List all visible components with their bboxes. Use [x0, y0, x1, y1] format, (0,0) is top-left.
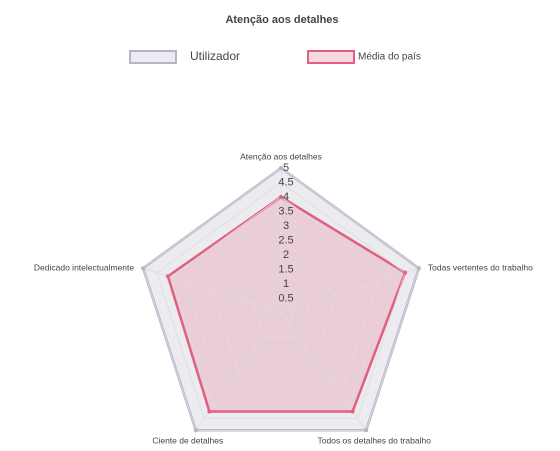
grid-line [183, 211, 379, 396]
grid-line [239, 269, 323, 349]
r-tick-label: 5 [283, 162, 289, 174]
r-tick-label: 4.5 [278, 176, 293, 188]
r-tick-label: 3.5 [278, 205, 293, 217]
grid-line [156, 182, 406, 419]
series-point [141, 266, 146, 271]
axis-label: Dedicado intelectualmente [34, 262, 134, 272]
series-point [350, 409, 355, 414]
r-tick-label: 1.5 [278, 263, 293, 275]
r-tick-label: 1 [283, 278, 289, 290]
legend-swatch [307, 50, 355, 64]
r-tick-label: 4 [283, 191, 289, 203]
series-point [416, 266, 421, 271]
legend-label: Média do país [358, 52, 421, 63]
axis-label: Atenção aos detalhes [240, 151, 322, 161]
grid-line [197, 225, 365, 384]
grid-line [211, 240, 351, 373]
r-tick-label: 0.5 [278, 292, 293, 304]
grid-line [225, 254, 337, 361]
series-point [165, 274, 170, 279]
grid-line [142, 167, 420, 431]
r-tick-label: 2 [283, 249, 289, 261]
axis-label: Ciente de detalhes [152, 436, 223, 446]
legend-label: Utilizador [190, 49, 240, 63]
axis-label: Todas vertentes do trabalho [428, 262, 533, 272]
spoke [280, 267, 420, 314]
series-point [279, 195, 283, 199]
r-tick-label: 3 [283, 220, 289, 232]
axis-label: Todos os detalhes do trabalho [318, 436, 432, 446]
r-tick-label: 2.5 [278, 234, 293, 246]
series-point [207, 409, 212, 414]
chart-title: Atenção aos detalhes [225, 14, 338, 26]
grid-line [170, 196, 392, 408]
series-point [279, 166, 283, 170]
grid-line [266, 298, 296, 326]
series-point [364, 428, 369, 433]
grid-line [252, 283, 310, 337]
series-point [403, 270, 408, 275]
legend-swatch [129, 50, 177, 64]
series-point [193, 428, 198, 433]
